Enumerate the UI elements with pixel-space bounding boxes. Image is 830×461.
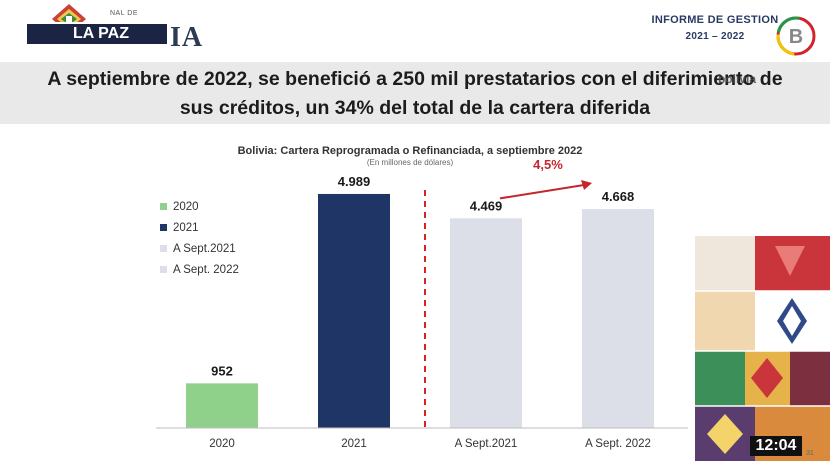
- government-caption: NAL DE: [110, 10, 139, 17]
- data-label-0: 952: [211, 363, 233, 378]
- report-title: INFORME DE GESTION: [651, 14, 779, 26]
- bar-0: [186, 383, 258, 428]
- chart-legend: 2020 2021 A Sept.2021 A Sept. 2022: [160, 196, 239, 280]
- broadcast-clock: 12:04: [750, 436, 802, 456]
- report-years: 2021 – 2022: [685, 31, 745, 42]
- andean-textile-pattern: [695, 236, 830, 461]
- data-label-2: 4.469: [470, 198, 503, 213]
- channel-watermark: bolivia: [718, 72, 757, 86]
- legend-item-2021: 2021: [160, 217, 239, 238]
- legend-swatch: [160, 224, 167, 231]
- x-tick-label-1: 2021: [341, 438, 367, 450]
- slide-page-number: 31: [806, 450, 814, 457]
- data-label-1: 4.989: [338, 174, 371, 189]
- chart-title: Bolivia: Cartera Reprogramada o Refinanc…: [237, 145, 583, 157]
- legend-swatch: [160, 245, 167, 252]
- headline-line-2: sus créditos, un 34% del total de la car…: [179, 97, 651, 119]
- headline-banner: A septiembre de 2022, se benefició a 250…: [0, 62, 830, 124]
- legend-swatch: [160, 203, 167, 210]
- legend-swatch: [160, 266, 167, 273]
- legend-item-sept-2022: A Sept. 2022: [160, 259, 239, 280]
- growth-annotation: 4,5%: [533, 157, 563, 172]
- x-tick-label-2: A Sept.2021: [455, 438, 518, 450]
- legend-item-2020: 2020: [160, 196, 239, 217]
- x-tick-label-3: A Sept. 2022: [585, 438, 651, 450]
- headline-line-1: A septiembre de 2022, se benefició a 250…: [47, 68, 783, 90]
- bar-2: [450, 218, 522, 428]
- growth-arrow-head: [581, 180, 592, 191]
- city-tag: LA PAZ: [25, 22, 169, 46]
- government-wordmark: IA: [170, 22, 204, 53]
- legend-label: A Sept.2021: [173, 242, 236, 255]
- data-label-3: 4.668: [602, 189, 635, 204]
- svg-text:B: B: [789, 26, 803, 48]
- growth-arrow: [499, 184, 585, 200]
- report-label: INFORME DE GESTION 2021 – 2022: [640, 14, 790, 42]
- bar-1: [318, 193, 390, 428]
- chart-subtitle: (En millones de dólares): [366, 158, 454, 167]
- bicentenary-logo-icon: B: [776, 16, 816, 56]
- legend-label: 2020: [173, 200, 199, 213]
- legend-item-sept-2021: A Sept.2021: [160, 238, 239, 259]
- legend-label: A Sept. 2022: [173, 263, 239, 276]
- legend-label: 2021: [173, 221, 199, 234]
- x-tick-label-0: 2020: [209, 438, 235, 450]
- bar-3: [582, 209, 654, 428]
